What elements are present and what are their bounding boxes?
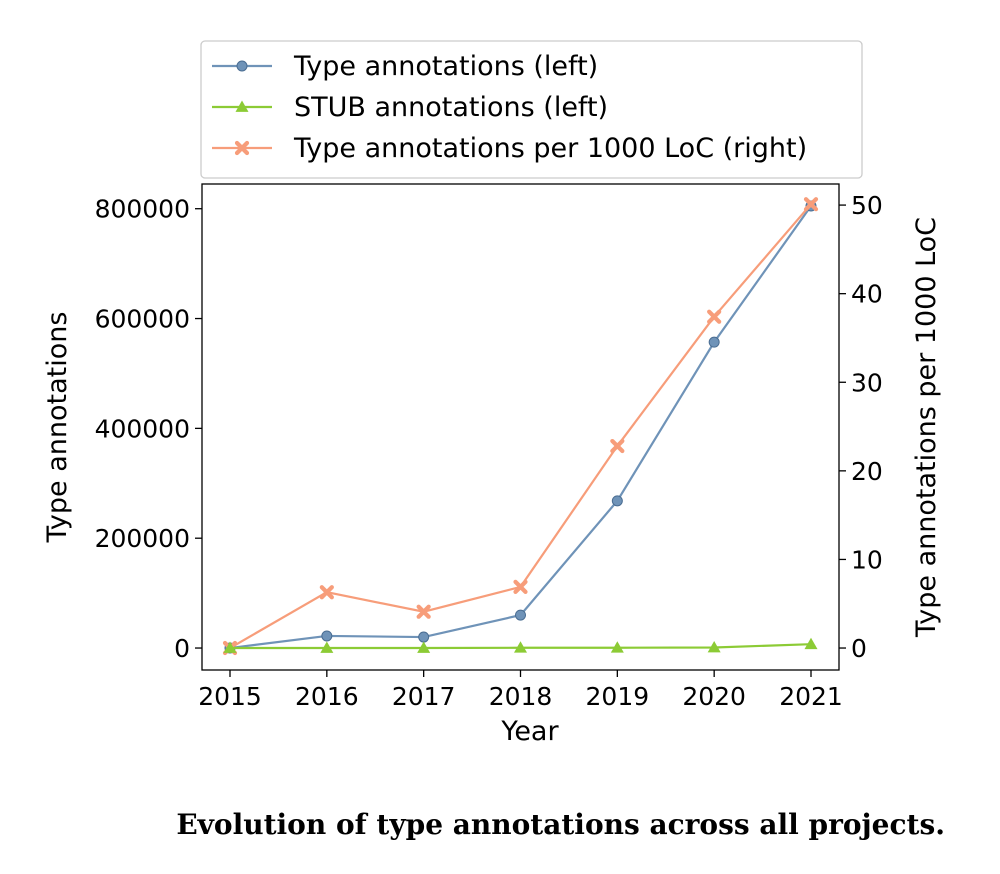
- data-point-series-1: [611, 495, 623, 507]
- x-tick-label: 2017: [392, 682, 456, 711]
- plot-frame: [201, 183, 840, 671]
- legend-label-1: Type annotations (left): [293, 51, 598, 82]
- data-point-series-2: [417, 641, 431, 653]
- x-tick-label: 2019: [586, 682, 650, 711]
- x-axis-label: Year: [500, 716, 559, 747]
- right-tick-label: 0: [851, 634, 867, 663]
- x-tick-label: 2018: [489, 682, 553, 711]
- series-line-1: [229, 205, 812, 650]
- right-axis-ticks: 0 10 20 30 40 50: [839, 191, 883, 663]
- legend-marker-3: [234, 140, 250, 156]
- right-tick-label: 50: [851, 191, 883, 220]
- x-tick-label: 2021: [779, 682, 843, 711]
- legend-label-3: Type annotations per 1000 LoC (right): [293, 133, 807, 164]
- x-tick-label: 2020: [682, 682, 746, 711]
- right-tick-label: 30: [851, 368, 883, 397]
- data-point-series-2: [610, 641, 624, 653]
- legend: Type annotations (left) STUB annotations …: [200, 40, 863, 179]
- data-point-series-1: [418, 631, 430, 643]
- right-tick-label: 40: [851, 280, 883, 309]
- data-point-series-3: [707, 309, 722, 324]
- data-point-series-3: [610, 438, 625, 454]
- data-point-series-1: [515, 609, 526, 621]
- series-layer: [222, 197, 819, 656]
- data-point-series-2: [804, 637, 818, 650]
- left-tick-label: 200000: [95, 524, 190, 553]
- left-tick-label: 400000: [95, 414, 190, 443]
- left-tick-label: 600000: [95, 305, 190, 334]
- right-tick-label: 20: [851, 457, 883, 486]
- data-point-series-3: [513, 579, 528, 595]
- x-tick-label: 2016: [295, 682, 359, 711]
- data-point-series-3: [803, 197, 819, 212]
- data-point-series-1: [708, 336, 720, 348]
- left-axis-label: Type annotations: [42, 312, 73, 544]
- figure-caption: Evolution of type annotations across all…: [176, 808, 945, 841]
- data-point-series-2: [707, 640, 721, 653]
- data-point-series-3: [319, 585, 334, 600]
- left-tick-label: 800000: [95, 195, 190, 224]
- legend-marker-1: [236, 60, 248, 72]
- legend-box: [200, 40, 863, 179]
- x-axis-ticks: 2015 2016 2017 2018 2019 2020 2021: [198, 670, 843, 711]
- x-tick-label: 2015: [198, 682, 262, 711]
- legend-label-2: STUB annotations (left): [294, 92, 608, 123]
- legend-marker-2: [235, 100, 249, 112]
- data-point-series-2: [223, 641, 237, 653]
- series-line-3: [229, 203, 812, 649]
- left-tick-label: 0: [174, 634, 190, 663]
- data-point-series-2: [514, 641, 527, 653]
- right-tick-label: 10: [851, 545, 883, 574]
- data-point-series-3: [416, 604, 431, 619]
- data-point-series-2: [320, 641, 334, 653]
- data-point-series-1: [321, 630, 333, 642]
- right-axis-label: Type annotations per 1000 LoC: [911, 217, 942, 638]
- left-axis-ticks: 0 200000 400000 600000 800000: [95, 195, 202, 663]
